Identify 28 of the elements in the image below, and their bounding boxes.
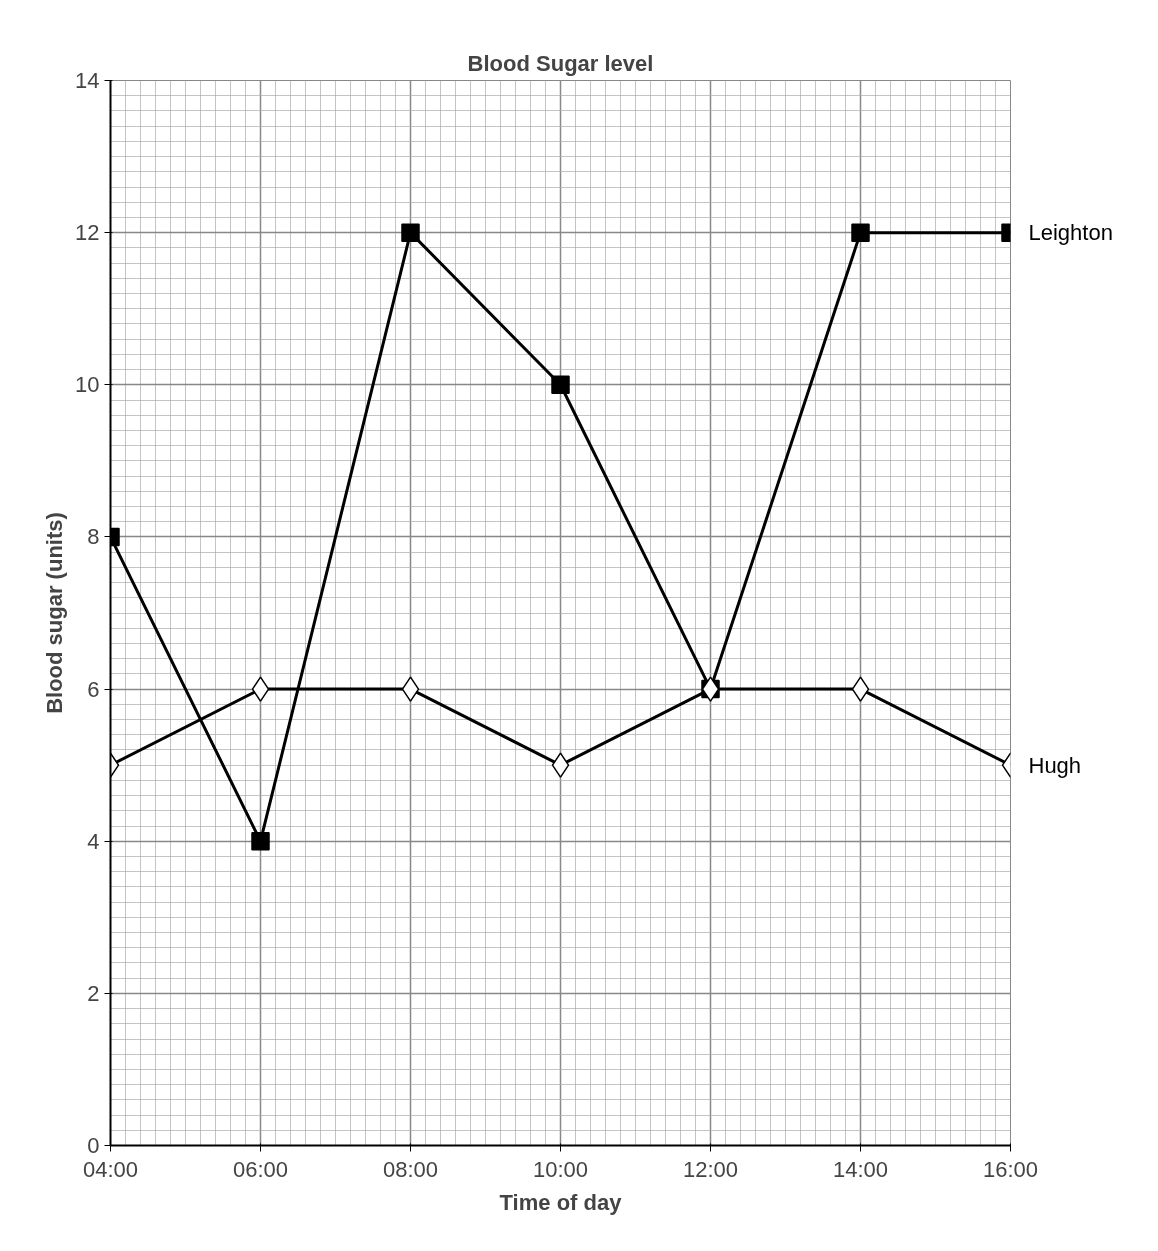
y-axis-title: Blood sugar (units) — [42, 512, 68, 714]
point — [251, 676, 270, 702]
point — [401, 676, 420, 702]
point — [851, 223, 870, 242]
y-tick-label: 0 — [87, 1133, 100, 1158]
series-label: Leighton — [1028, 220, 1113, 246]
y-tick-label: 6 — [87, 676, 100, 702]
x-tick-label: 14:00 — [832, 1156, 889, 1182]
point — [551, 752, 570, 778]
x-tick-label: 12:00 — [682, 1156, 739, 1182]
x-tick-label: 06:00 — [232, 1156, 289, 1182]
point — [851, 676, 870, 702]
x-tick-label: 10:00 — [532, 1156, 589, 1182]
y-tick-label: 12 — [75, 220, 100, 246]
x-tick-label: 04:00 — [82, 1156, 139, 1182]
point — [251, 831, 270, 851]
y-tick-label: 10 — [75, 372, 100, 398]
x-tick-label: 16:00 — [982, 1156, 1039, 1182]
point — [401, 223, 420, 242]
y-tick-label: 4 — [87, 828, 100, 854]
chart-title: Blood Sugar level — [467, 50, 654, 76]
x-tick-label: 08:00 — [382, 1156, 439, 1182]
y-tick-label: 2 — [87, 980, 100, 1006]
series-label: Hugh — [1028, 752, 1082, 778]
y-tick-label: 14 — [75, 68, 100, 93]
x-axis-title: Time of day — [499, 1189, 623, 1215]
y-tick-label: 8 — [87, 524, 100, 550]
point — [551, 375, 570, 395]
